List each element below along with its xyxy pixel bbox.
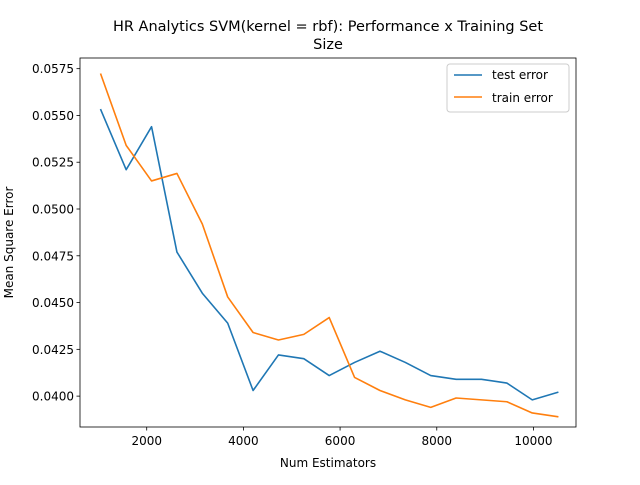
legend-label-train-error: train error — [492, 91, 553, 105]
chart-title-line-1: HR Analytics SVM(kernel = rbf): Performa… — [113, 19, 543, 35]
y-tick-label: 0.0475 — [32, 249, 74, 263]
y-tick-label: 0.0550 — [32, 109, 74, 123]
x-tick-label: 4000 — [228, 434, 259, 448]
x-tick-label: 6000 — [325, 434, 356, 448]
chart-title-line-2: Size — [313, 37, 343, 53]
x-tick-label: 10000 — [514, 434, 552, 448]
y-tick-label: 0.0525 — [32, 156, 74, 170]
x-axis-label: Num Estimators — [280, 456, 376, 470]
legend: test error train error — [447, 64, 569, 112]
x-tick-label: 2000 — [131, 434, 162, 448]
y-tick-label: 0.0450 — [32, 296, 74, 310]
x-tick-label: 8000 — [421, 434, 452, 448]
y-tick-label: 0.0400 — [32, 390, 74, 404]
legend-label-test-error: test error — [492, 68, 548, 82]
y-tick-label: 0.0500 — [32, 203, 74, 217]
y-axis-label: Mean Square Error — [2, 187, 16, 299]
y-tick-label: 0.0575 — [32, 62, 74, 76]
y-tick-label: 0.0425 — [32, 343, 74, 357]
